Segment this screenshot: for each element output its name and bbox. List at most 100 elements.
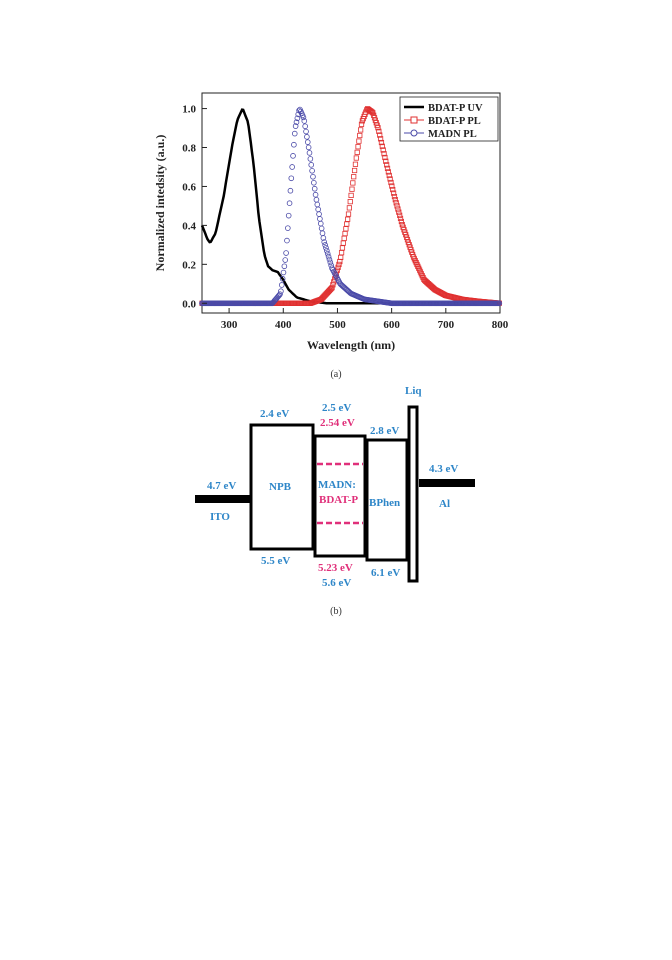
series-point (382, 154, 388, 161)
series-point (302, 123, 308, 130)
series-point (284, 237, 290, 244)
series-point (348, 192, 354, 199)
series-point (282, 257, 289, 263)
series-point (331, 279, 337, 285)
series-point (352, 161, 359, 167)
series-point (354, 149, 360, 155)
series-point (384, 165, 391, 171)
series-layer (199, 106, 503, 307)
plot-frame (201, 92, 501, 314)
series-point (283, 250, 289, 256)
energy-level-diagram: 4.7 eV ITO 2.4 eV NPB 5.5 eV 2.5 eV 2.54… (195, 385, 475, 589)
series-point (386, 172, 392, 179)
liq-layer (407, 405, 419, 583)
y-tick-label: 0.2 (182, 259, 196, 271)
series-point (339, 245, 346, 251)
series-point (392, 197, 398, 203)
x-tick-label: 600 (383, 319, 400, 331)
series-point (321, 239, 328, 245)
series-point (307, 156, 314, 162)
series-point (329, 285, 335, 291)
series-point (396, 209, 402, 215)
bdat-label: BDAT-P (319, 494, 358, 506)
dopant-homo: 5.23 eV (318, 562, 353, 574)
series-point (377, 136, 384, 142)
series-point (327, 259, 334, 266)
series-point (288, 175, 295, 182)
series-point (305, 144, 312, 151)
legend-entry: BDAT-P UV (428, 103, 483, 114)
legend-marker (410, 116, 418, 124)
series-point (285, 212, 292, 219)
y-tick-label: 0.8 (182, 143, 196, 155)
x-tick-label: 700 (438, 319, 455, 331)
series-point (326, 256, 333, 263)
series-point (309, 168, 315, 174)
series-point (397, 212, 403, 218)
series-point (294, 115, 301, 122)
series-point (377, 132, 383, 138)
series-point (278, 288, 284, 294)
series-point (279, 275, 286, 282)
series-point (384, 162, 390, 168)
caption-b: (b) (330, 606, 342, 617)
series-point (338, 250, 345, 256)
series-point (311, 179, 317, 186)
al-electrode (419, 479, 475, 487)
series-point (292, 123, 299, 129)
series-point (383, 158, 389, 164)
series-point (306, 150, 313, 156)
series-point (278, 282, 285, 288)
series-point (391, 193, 398, 200)
series-point (375, 125, 381, 131)
y-tick-label: 0.6 (182, 181, 196, 193)
series-point (388, 179, 394, 186)
series-point (328, 262, 334, 269)
dopant-lumo: 2.54 eV (320, 417, 355, 429)
y-axis-label: Normalized intedsity (a.u.) (153, 135, 167, 272)
series-point (385, 169, 391, 175)
series-point (345, 216, 351, 222)
series-point (369, 109, 375, 115)
series-point (357, 132, 363, 139)
npb-label: NPB (269, 481, 292, 493)
series-point (301, 118, 308, 124)
x-tick-label: 500 (329, 319, 346, 331)
x-axis-label: Wavelength (nm) (307, 338, 395, 352)
legend-marker (410, 129, 418, 137)
series-point (351, 167, 358, 174)
series-point (389, 183, 395, 189)
series-point (335, 264, 341, 270)
y-tick-label: 0.0 (182, 298, 196, 310)
series-point (349, 186, 355, 192)
series-point (342, 230, 348, 237)
series-point (351, 174, 357, 180)
series-point (303, 128, 309, 135)
series-point (304, 139, 311, 145)
ito-level: 4.7 eV (207, 480, 236, 492)
spectra-chart: 300 400 500 600 700 800 0.0 0.2 0.4 0.6 0.8 1.0 Wav… (153, 92, 509, 352)
series-point (340, 240, 346, 246)
plot-area (201, 92, 501, 314)
series-point (393, 200, 399, 206)
liq-label: Liq (405, 385, 422, 397)
series-point (325, 253, 332, 260)
series-point (313, 196, 320, 203)
series-point (280, 269, 287, 276)
madn-label: MADN: (318, 479, 356, 491)
series-point (320, 235, 327, 241)
series-point (318, 225, 325, 232)
series-point (356, 138, 362, 144)
series-point (353, 155, 359, 161)
madn-homo: 5.6 eV (322, 577, 351, 589)
x-tick-label: 300 (221, 319, 238, 331)
madn-lumo: 2.5 eV (322, 402, 351, 414)
series-point (308, 162, 315, 168)
ito-label: ITO (210, 511, 230, 523)
bphen-homo: 6.1 eV (371, 567, 400, 579)
series-point (368, 108, 374, 114)
series-point (287, 187, 294, 194)
series-point (381, 151, 387, 157)
bphen-label: BPhen (369, 497, 400, 509)
series-point (281, 263, 288, 270)
